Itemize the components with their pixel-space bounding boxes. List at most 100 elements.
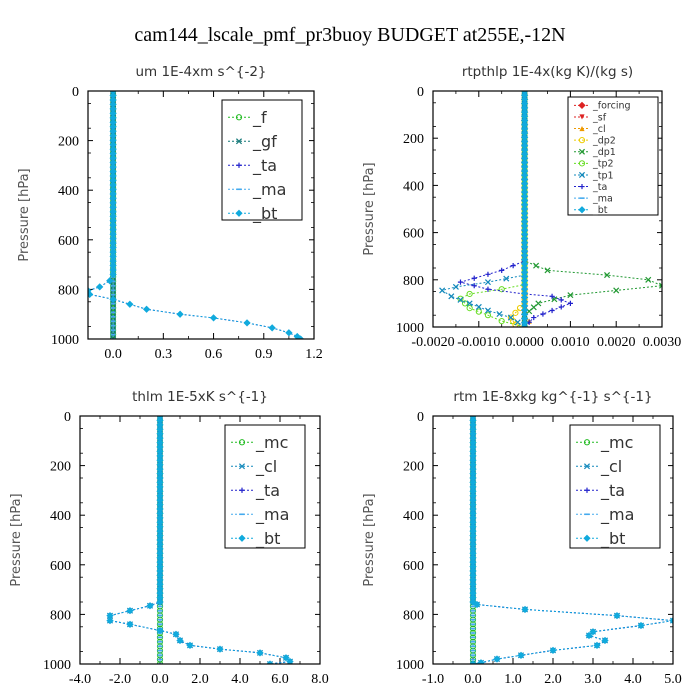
x-tick-label: 4.0 — [231, 672, 249, 687]
data-point — [498, 318, 505, 325]
x-tick-label: -1.0 — [422, 672, 444, 687]
data-point — [296, 335, 305, 339]
series-line — [109, 416, 292, 664]
y-tick-label: 800 — [50, 608, 71, 623]
data-point — [498, 286, 505, 293]
x-tick-label: 8.0 — [311, 672, 329, 687]
series-bt — [469, 416, 673, 664]
legend-label: _ta — [592, 182, 607, 193]
legend-label: _mc — [600, 433, 633, 453]
data-point — [243, 319, 251, 327]
legend-swatch-marker — [236, 162, 242, 168]
data-point — [475, 308, 482, 315]
data-point — [256, 649, 264, 657]
legend-swatch-marker — [579, 125, 585, 132]
legend: _mc _cl _ta _ma _bt — [569, 424, 661, 549]
data-point — [585, 631, 593, 640]
legend-box — [221, 99, 303, 221]
x-tick-label: 0.0020 — [597, 335, 636, 350]
x-tick-label: 0.0 — [104, 347, 122, 362]
y-tick-label: 600 — [58, 234, 79, 249]
plot-frame — [432, 415, 674, 665]
y-axis-label: Pressure [hPa] — [17, 168, 32, 261]
data-point — [549, 293, 555, 299]
legend-swatch-marker — [235, 209, 243, 217]
legend-label: _ma — [592, 193, 613, 204]
data-point — [466, 290, 473, 298]
y-tick-label: 1000 — [51, 333, 79, 348]
y-tick-label: 1000 — [396, 658, 424, 673]
y-tick-label: 600 — [50, 559, 71, 574]
data-point — [533, 262, 540, 269]
legend-swatch-marker — [238, 463, 246, 470]
legend-label: _ta — [252, 156, 277, 176]
data-point — [457, 296, 464, 303]
series-bt — [106, 416, 294, 664]
data-point — [512, 309, 519, 316]
data-point — [512, 321, 519, 327]
y-tick-label: 800 — [403, 274, 424, 289]
data-point — [531, 314, 537, 321]
series-bt — [520, 91, 529, 327]
data-point — [613, 287, 620, 294]
plot-frame — [432, 90, 663, 328]
data-point — [540, 311, 546, 317]
data-point — [613, 612, 621, 620]
y-tick-label: 0 — [417, 85, 424, 100]
x-tick-label: -4.0 — [69, 672, 91, 687]
data-point — [266, 660, 274, 664]
y-axis-label: Pressure [hPa] — [9, 493, 24, 586]
plot-frame — [87, 90, 315, 340]
legend: _mc _cl _ta _ma _bt — [224, 424, 306, 549]
x-tick-label: 2.0 — [544, 672, 562, 687]
y-tick-label: 1000 — [396, 321, 424, 336]
legend-label: _ma — [255, 505, 289, 525]
data-point — [510, 263, 516, 269]
plot-area — [106, 416, 294, 664]
legend-label: _bt — [252, 204, 277, 224]
legend-swatch-marker — [583, 463, 591, 470]
panel-title: rtpthlp 1E-4x(kg K)/(kg s) — [462, 64, 633, 80]
x-tick-label: 0.0 — [464, 672, 482, 687]
panel-title: rtm 1E-8xkg kg^{-1} s^{-1} — [453, 389, 652, 405]
data-point — [507, 314, 514, 321]
data-point — [549, 307, 555, 314]
data-point — [439, 287, 446, 294]
data-point — [514, 319, 521, 326]
chart-panel-3: thlm 1E-5xK s^{-1} Pressure [hPa] 0 200 400 6… — [9, 389, 329, 687]
y-tick-label: 800 — [403, 608, 424, 623]
data-point — [186, 641, 194, 650]
data-point — [567, 300, 573, 306]
data-point — [637, 621, 645, 630]
data-point — [520, 323, 529, 327]
x-tick-label: 0.6 — [205, 347, 223, 362]
plot-area — [469, 416, 673, 664]
data-point — [567, 292, 574, 299]
legend-swatch-marker — [579, 183, 585, 190]
data-point — [475, 303, 482, 310]
series-bt — [88, 91, 305, 339]
data-point — [452, 283, 459, 290]
data-point — [544, 267, 551, 274]
legend: _f _gf _ta _ma _bt — [221, 99, 303, 224]
legend-swatch-marker — [578, 206, 586, 214]
y-tick-label: 0 — [72, 85, 79, 100]
data-point — [503, 275, 510, 282]
legend-label: _tp2 — [592, 159, 614, 170]
data-point — [485, 271, 491, 277]
legend-label: _ma — [600, 505, 634, 525]
chart-panel-4: rtm 1E-8xkg kg^{-1} s^{-1} Pressure [hPa]… — [362, 389, 682, 687]
x-tick-label: -0.0020 — [411, 335, 454, 350]
x-tick-label: 0.0030 — [643, 335, 682, 350]
x-tick-label: 1.0 — [504, 672, 522, 687]
data-point — [466, 305, 473, 312]
data-point — [496, 310, 503, 318]
y-tick-label: 0 — [64, 410, 71, 425]
legend-label: _bt — [255, 529, 280, 549]
legend-swatch-marker — [583, 534, 591, 542]
data-point — [604, 272, 611, 279]
y-tick-label: 200 — [58, 135, 79, 150]
series-line — [440, 91, 526, 327]
data-point — [461, 300, 469, 307]
